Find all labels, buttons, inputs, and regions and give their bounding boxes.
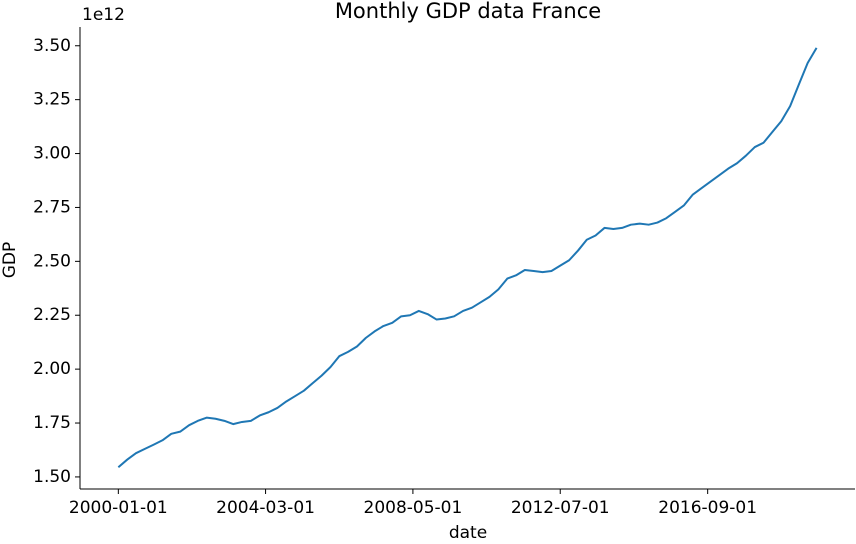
y-tick-label: 1.50 <box>33 467 71 487</box>
y-tick-label: 2.75 <box>33 197 71 217</box>
y-tick-label: 3.25 <box>33 90 71 110</box>
x-tick-label: 2004-03-01 <box>216 498 315 518</box>
y-tick-label: 2.25 <box>33 305 71 325</box>
y-tick-label: 3.50 <box>33 36 71 56</box>
x-tick-label: 2000-01-01 <box>69 498 168 518</box>
x-tick-label: 2012-07-01 <box>511 498 610 518</box>
y-tick-label: 2.50 <box>33 251 71 271</box>
chart-title: Monthly GDP data France <box>335 0 601 23</box>
y-tick-label: 2.00 <box>33 359 71 379</box>
y-tick-label: 3.00 <box>33 144 71 164</box>
x-tick-label: 2008-05-01 <box>364 498 463 518</box>
data-line <box>117 47 818 468</box>
y-offset-text: 1e12 <box>82 5 125 25</box>
x-axis-label: date <box>449 523 487 543</box>
y-tick-label: 1.75 <box>33 413 71 433</box>
y-axis-label: GDP <box>0 242 20 279</box>
x-tick-label: 2016-09-01 <box>658 498 757 518</box>
